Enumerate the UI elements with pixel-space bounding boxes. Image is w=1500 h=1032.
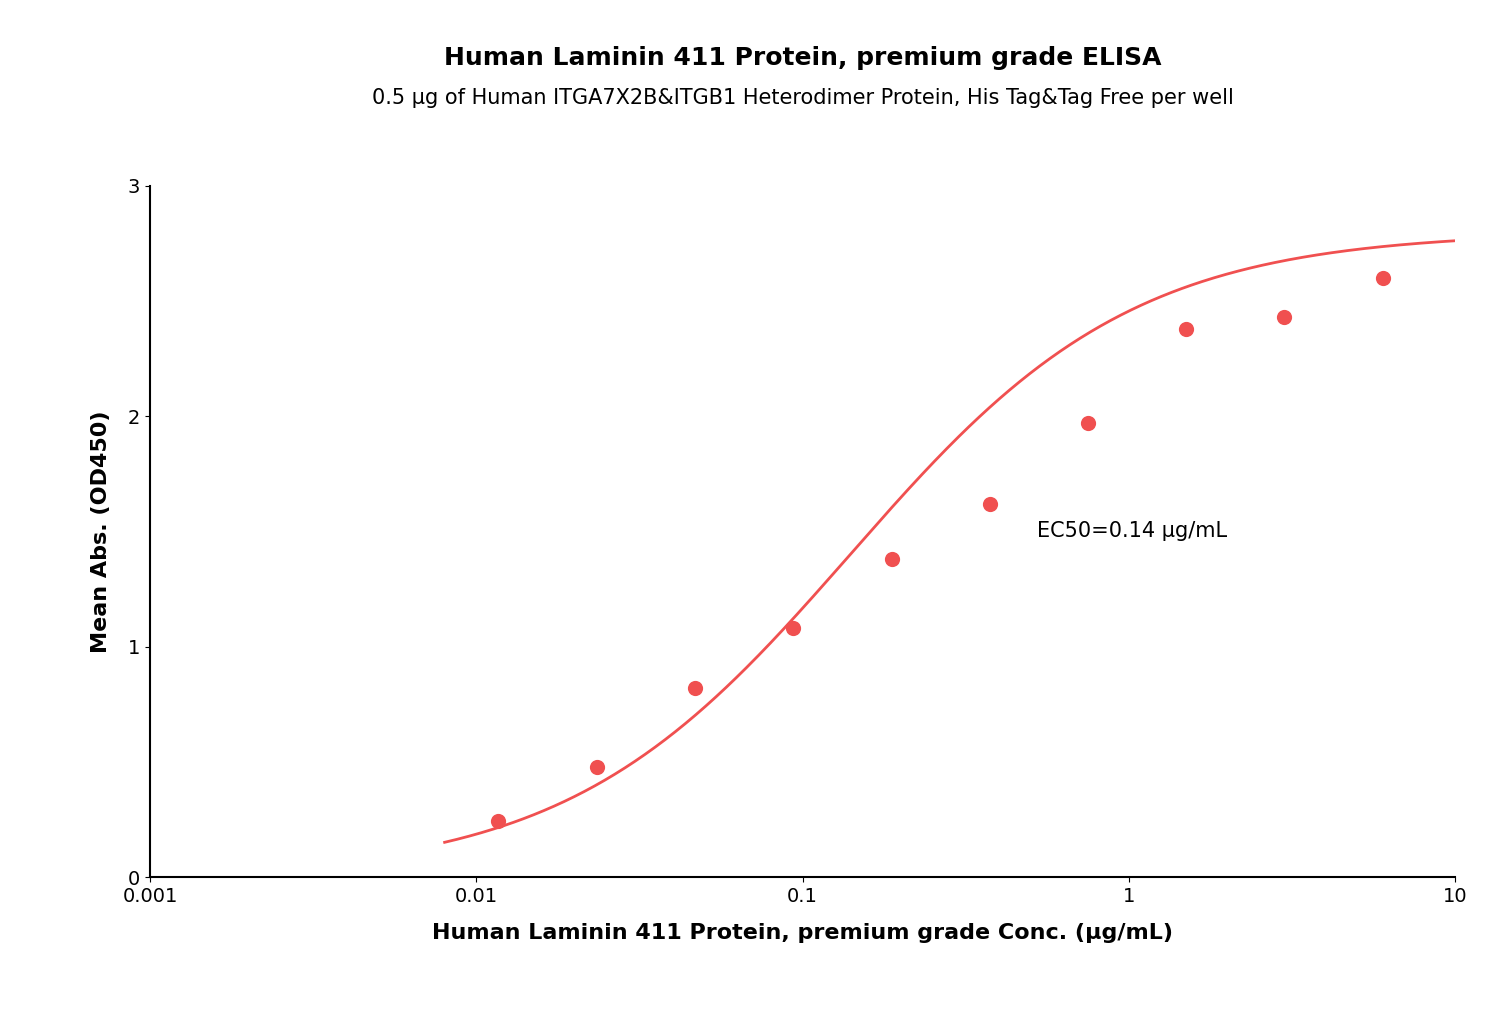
Point — [585, 759, 609, 775]
Text: EC50=0.14 μg/mL: EC50=0.14 μg/mL — [1038, 521, 1227, 542]
Point — [1174, 320, 1198, 336]
X-axis label: Human Laminin 411 Protein, premium grade Conc. (μg/mL): Human Laminin 411 Protein, premium grade… — [432, 923, 1173, 942]
Point — [486, 812, 510, 829]
Point — [978, 495, 1002, 512]
Text: 0.5 μg of Human ITGA7X2B&ITGB1 Heterodimer Protein, His Tag&Tag Free per well: 0.5 μg of Human ITGA7X2B&ITGB1 Heterodim… — [372, 88, 1233, 107]
Text: Human Laminin 411 Protein, premium grade ELISA: Human Laminin 411 Protein, premium grade… — [444, 46, 1161, 70]
Point — [1371, 269, 1395, 286]
Y-axis label: Mean Abs. (OD450): Mean Abs. (OD450) — [92, 411, 111, 652]
Point — [782, 620, 806, 637]
Point — [879, 551, 903, 568]
Point — [682, 680, 706, 697]
Point — [1272, 309, 1296, 325]
Point — [1076, 415, 1100, 431]
